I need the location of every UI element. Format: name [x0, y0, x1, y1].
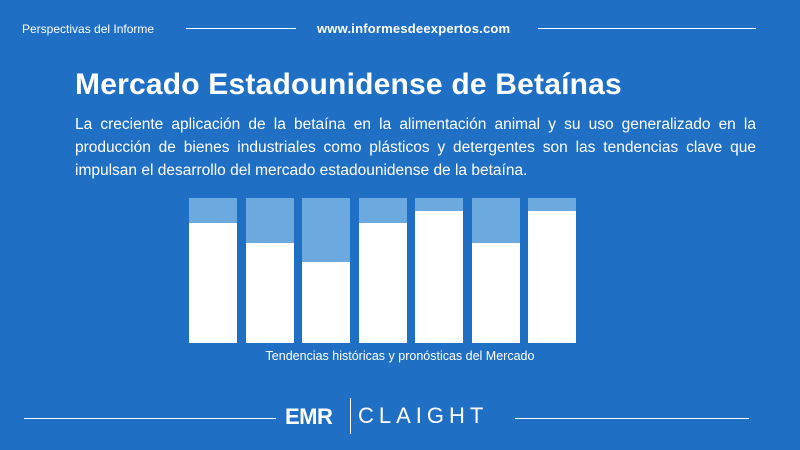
- report-perspectives-label: Perspectivas del Informe: [22, 22, 155, 36]
- header-divider-left: [186, 28, 296, 29]
- chart-bar: [358, 198, 407, 343]
- chart-bar-value: [189, 222, 237, 343]
- top-bar: Perspectivas del Informe www.informesdee…: [0, 0, 800, 60]
- website-link[interactable]: www.informesdeexpertos.com: [317, 21, 511, 36]
- header-divider-right: [538, 28, 756, 29]
- chart-bar: [415, 198, 463, 343]
- chart-bar: [471, 198, 520, 343]
- chart-bar: [302, 198, 350, 343]
- footer-divider-right: [515, 418, 749, 419]
- trend-bar-chart: [189, 198, 576, 343]
- page-title: Mercado Estadounidense de Betaínas: [75, 68, 622, 101]
- chart-bar-value: [358, 222, 407, 343]
- logo-separator: [350, 398, 351, 434]
- chart-bar-value: [471, 242, 520, 343]
- claight-logo: CLAIGHT: [358, 403, 489, 428]
- footer-divider-left: [24, 418, 276, 419]
- chart-caption: Tendencias históricas y pronósticas del …: [265, 349, 535, 363]
- emr-logo: EMR: [285, 404, 333, 429]
- chart-bar: [189, 198, 237, 343]
- chart-bar-value: [528, 211, 576, 343]
- description-text: La creciente aplicación de la betaína en…: [75, 116, 756, 179]
- chart-bar-value: [245, 242, 294, 343]
- chart-bar-value: [415, 211, 463, 343]
- chart-bar-value: [302, 261, 350, 343]
- chart-bar: [245, 198, 294, 343]
- chart-bar: [528, 198, 576, 343]
